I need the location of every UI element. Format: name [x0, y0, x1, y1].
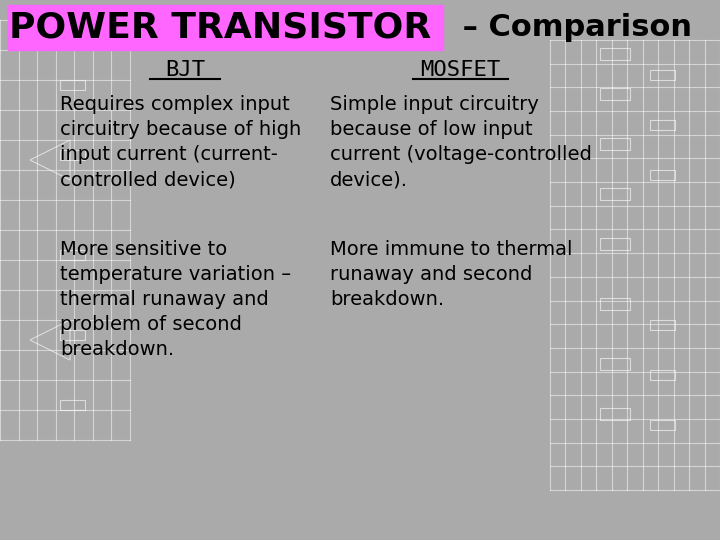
Bar [60, 330, 85, 340]
Bar [60, 250, 85, 260]
Bar [60, 80, 85, 90]
Bar [650, 70, 675, 80]
Bar [600, 138, 630, 150]
Bar [600, 298, 630, 310]
Text: – Comparison: – Comparison [452, 12, 692, 42]
Bar [600, 238, 630, 250]
Text: Simple input circuitry
because of low input
current (voltage-controlled
device).: Simple input circuitry because of low in… [330, 95, 592, 189]
Bar [600, 188, 630, 200]
Bar [650, 320, 675, 330]
Text: BJT: BJT [165, 60, 205, 80]
Text: More immune to thermal
runaway and second
breakdown.: More immune to thermal runaway and secon… [330, 240, 572, 309]
Text: MOSFET: MOSFET [420, 60, 500, 80]
FancyBboxPatch shape [8, 5, 443, 50]
Text: Requires complex input
circuitry because of high
input current (current-
control: Requires complex input circuitry because… [60, 95, 301, 189]
Bar [600, 48, 630, 60]
Text: POWER TRANSISTOR: POWER TRANSISTOR [9, 10, 431, 44]
Bar [650, 420, 675, 430]
Bar [600, 358, 630, 370]
Bar [650, 170, 675, 180]
Bar [60, 30, 85, 40]
Bar [60, 150, 85, 160]
Bar [650, 370, 675, 380]
Bar [600, 88, 630, 100]
Bar [60, 400, 85, 410]
Bar [600, 408, 630, 420]
Bar [650, 120, 675, 130]
Text: More sensitive to
temperature variation –
thermal runaway and
problem of second
: More sensitive to temperature variation … [60, 240, 291, 359]
